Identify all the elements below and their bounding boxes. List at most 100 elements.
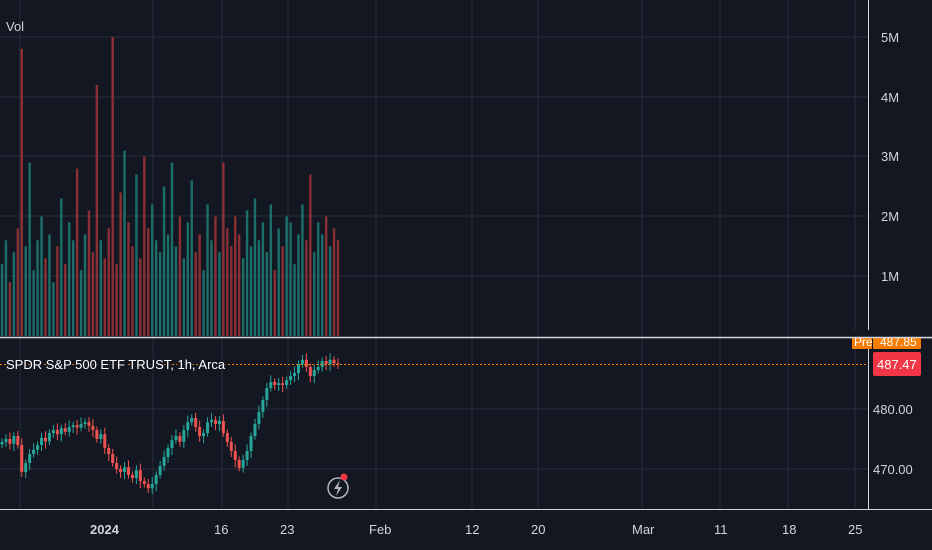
candle-body <box>111 454 115 463</box>
candle-body <box>20 445 24 472</box>
volume-bar <box>249 246 253 336</box>
volume-pane-mask <box>850 330 932 337</box>
volume-tick-label: 3M <box>881 149 899 164</box>
volume-bar <box>119 192 122 336</box>
candle-body <box>202 433 206 436</box>
volume-bar <box>143 156 146 336</box>
volume-bar <box>79 270 83 336</box>
candle-body <box>91 425 95 430</box>
volume-bar <box>139 258 142 336</box>
candle-body <box>213 419 217 424</box>
volume-bar <box>174 246 178 336</box>
volume-bar <box>241 258 245 336</box>
time-tick-label: 20 <box>531 522 545 537</box>
lightning-event-icon[interactable] <box>327 473 349 499</box>
volume-bar <box>83 234 87 336</box>
volume-bar <box>107 228 110 336</box>
candle-body <box>146 484 150 489</box>
volume-bar <box>131 246 134 336</box>
time-axis[interactable]: 2024 16 23 Feb 12 20 Mar 11 18 25 <box>90 522 862 537</box>
candle-body <box>312 370 316 376</box>
volume-bar <box>166 234 170 336</box>
candle-body <box>59 428 63 435</box>
candle-body <box>320 361 324 367</box>
last-price-badge: 487.47 <box>873 352 921 376</box>
volume-bar <box>210 240 213 336</box>
volume-bar <box>332 228 336 336</box>
candle-body <box>269 382 273 388</box>
volume-bar <box>4 240 8 336</box>
candle-body <box>336 363 340 365</box>
last-price-value: 487.47 <box>877 357 917 372</box>
candle-body <box>12 436 16 444</box>
candle-body <box>245 451 249 460</box>
volume-bar <box>48 234 51 336</box>
volume-bar <box>135 174 138 336</box>
volume-bar <box>44 258 47 336</box>
candle-body <box>178 436 182 442</box>
candle-body <box>328 359 332 364</box>
symbol-legend[interactable]: SPDR S&P 500 ETF TRUST, 1h, Arca <box>5 356 228 374</box>
volume-bar <box>87 210 91 336</box>
candle-body <box>289 376 293 381</box>
pre-market-tag: Pre <box>854 335 873 349</box>
volume-bar <box>91 252 95 336</box>
candle-body <box>316 367 320 370</box>
candle-body <box>150 484 154 489</box>
volume-bar <box>147 228 150 336</box>
volume-bars <box>0 37 340 337</box>
volume-bar <box>305 240 308 336</box>
volume-bar <box>234 216 237 336</box>
volume-bar <box>75 168 79 336</box>
candle-body <box>158 466 162 475</box>
volume-bar <box>64 264 67 336</box>
time-tick-label: 16 <box>214 522 228 537</box>
volume-bar <box>194 252 197 336</box>
volume-bar <box>0 264 4 336</box>
volume-bar <box>12 252 16 336</box>
volume-bar <box>16 228 20 336</box>
candle-body <box>51 430 55 433</box>
volume-bar <box>317 222 320 336</box>
candle-body <box>300 359 304 364</box>
candle-body <box>324 361 328 364</box>
candle-body <box>332 359 336 364</box>
volume-bar <box>320 234 324 336</box>
candle-body <box>75 425 79 428</box>
candle-body <box>83 422 87 424</box>
volume-bar <box>214 216 217 336</box>
candle-body <box>0 442 4 445</box>
volume-bar <box>328 246 332 336</box>
candle-body <box>198 427 202 436</box>
volume-tick-label: 5M <box>881 30 899 45</box>
volume-bar <box>111 37 114 336</box>
volume-bar <box>162 186 166 336</box>
candle-body <box>138 470 142 481</box>
volume-bar <box>8 282 12 336</box>
price-tick-label: 470.00 <box>873 462 913 477</box>
candle-body <box>249 436 253 451</box>
candle-body <box>210 419 214 423</box>
candle-body <box>225 433 229 442</box>
volume-bar <box>178 216 182 336</box>
volume-bar <box>301 204 304 336</box>
volume-bar <box>285 216 288 336</box>
volume-bar <box>103 258 106 336</box>
volume-axis[interactable]: 5M 4M 3M 2M 1M <box>881 30 899 284</box>
candle-body <box>95 430 99 439</box>
price-candles <box>0 353 340 495</box>
volume-bar <box>253 198 257 336</box>
candle-body <box>126 467 130 475</box>
candle-body <box>71 425 75 427</box>
candle-body <box>47 433 51 442</box>
volume-tick-label: 2M <box>881 209 899 224</box>
candle-body <box>103 434 107 448</box>
volume-bar <box>186 222 189 336</box>
candle-body <box>257 412 261 424</box>
candle-body <box>107 448 111 454</box>
price-axis[interactable]: 480.00 470.00 <box>873 402 913 477</box>
candle-body <box>265 388 269 400</box>
volume-bar <box>257 240 261 336</box>
